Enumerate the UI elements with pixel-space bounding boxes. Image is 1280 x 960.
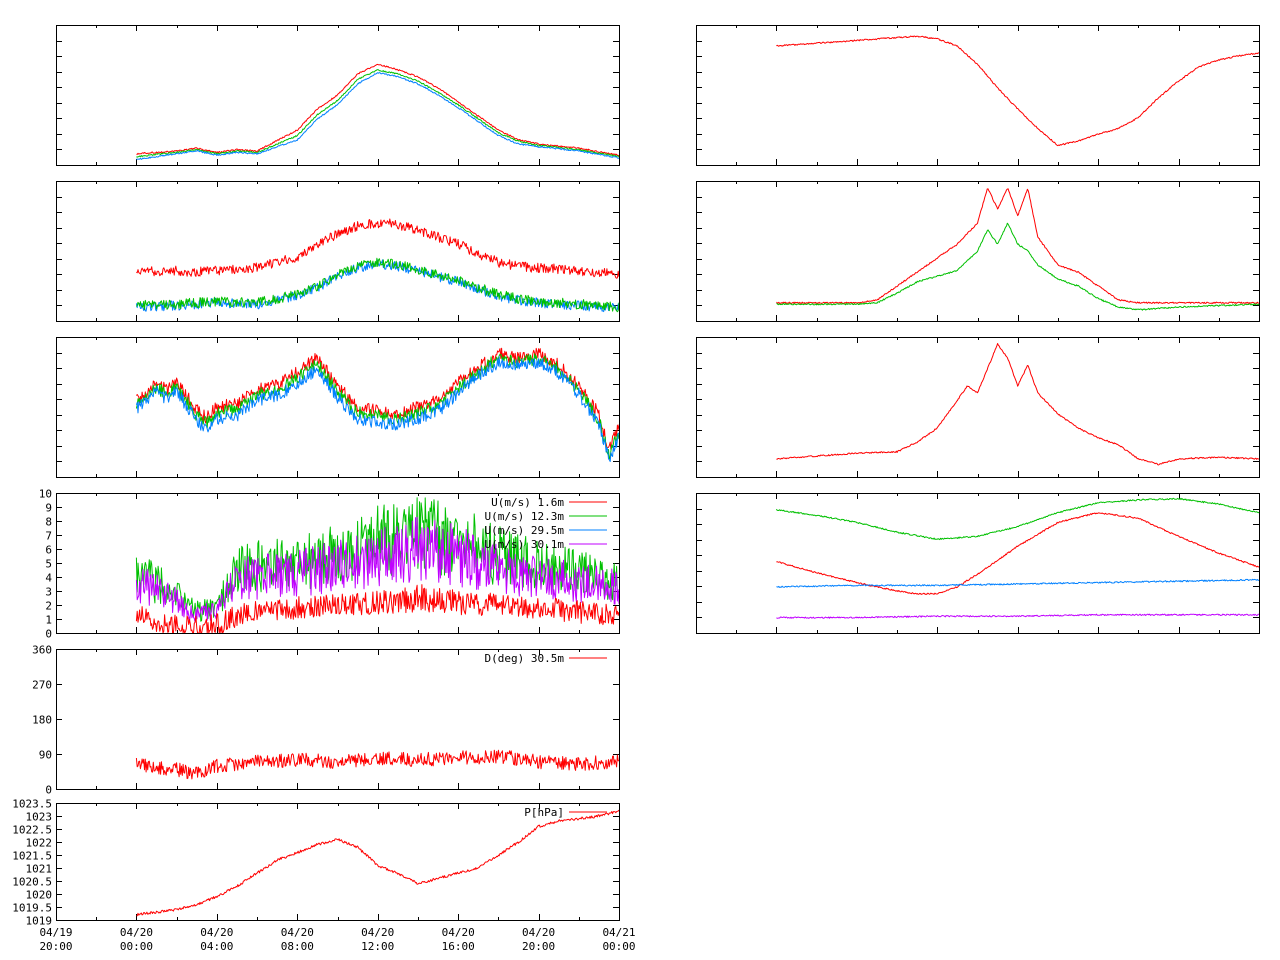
series-line-red [136, 809, 619, 917]
y-tick-label: 9 [45, 502, 52, 515]
series-line-red [776, 343, 1259, 466]
panel-p2 [56, 181, 620, 322]
y-tick-label: 1019 [26, 915, 53, 928]
y-tick-label: 0 [45, 628, 52, 641]
series-line-blue [776, 578, 1259, 588]
series-line-blue [136, 72, 619, 160]
series-line-green [136, 69, 619, 158]
series-line-red [776, 188, 1259, 304]
series-group [775, 497, 1259, 619]
series-line-purple [135, 516, 619, 623]
panel-p6: 10191019.510201020.510211021.510221022.5… [12, 798, 620, 928]
plot-frame [56, 803, 620, 921]
y-tick-label: 270 [32, 679, 52, 692]
y-tick-label: 1021 [26, 863, 53, 876]
panel-p1 [56, 25, 620, 166]
series-group [136, 809, 619, 917]
legend-label: U(m/s) 30.1m [485, 538, 565, 551]
series-group [135, 218, 619, 313]
series-line-green [135, 497, 619, 622]
series-group [776, 188, 1259, 311]
y-tick-label: 1 [45, 614, 52, 627]
y-tick-label: 10 [39, 488, 52, 501]
y-tick-label: 3 [45, 586, 52, 599]
y-tick-label: 1019.5 [12, 902, 52, 915]
x-axis-labels: 04/1920:0004/2000:0004/2004:0004/2008:00… [39, 926, 635, 953]
y-tick-label: 1020 [26, 889, 53, 902]
x-tick-date: 04/20 [522, 926, 555, 939]
series-line-red [136, 63, 619, 156]
series-line-green [775, 497, 1259, 541]
y-tick-label: 1022 [26, 837, 53, 850]
y-tick-label: 180 [32, 714, 52, 727]
x-tick-time: 20:00 [39, 940, 72, 953]
series-group [135, 497, 619, 633]
x-tick-date: 04/21 [602, 926, 635, 939]
x-tick-time: 20:00 [522, 940, 555, 953]
y-tick-label: 1020.5 [12, 876, 52, 889]
panel-p5: 0 90 180 270 360 D(deg) 30.5m [32, 644, 620, 797]
y-tick-label: 6 [45, 544, 52, 557]
y-tick-label: 5 [45, 558, 52, 571]
series-line-red [136, 218, 619, 279]
series-line-red [135, 584, 619, 633]
x-tick-time: 00:00 [602, 940, 635, 953]
series-line-red [776, 512, 1259, 595]
series-line-purple [776, 613, 1259, 619]
series-line-green [135, 257, 619, 313]
panel-r4 [696, 493, 1260, 634]
series-line-blue [135, 259, 619, 313]
legend-label: U(m/s) 12.3m [485, 510, 565, 523]
series-group [776, 343, 1259, 466]
y-tick-label: 8 [45, 516, 52, 529]
x-tick-date: 04/20 [361, 926, 394, 939]
plot-frame [696, 25, 1260, 166]
y-tick-label: 1023 [26, 811, 53, 824]
plot-frame [696, 337, 1260, 478]
x-tick-time: 16:00 [442, 940, 475, 953]
y-tick-label: 90 [39, 749, 52, 762]
y-tick-label: 1022.5 [12, 824, 52, 837]
y-tick-label: 2 [45, 600, 52, 613]
series-group [776, 35, 1259, 147]
x-tick-time: 08:00 [281, 940, 314, 953]
series-line-red [776, 35, 1259, 147]
x-tick-date: 04/20 [442, 926, 475, 939]
series-group [135, 749, 619, 780]
x-tick-date: 04/20 [281, 926, 314, 939]
x-tick-date: 04/19 [39, 926, 72, 939]
panel-p3 [56, 337, 620, 478]
y-tick-label: 1023.5 [12, 798, 52, 811]
series-group [136, 63, 619, 160]
panel-r2 [696, 181, 1260, 322]
x-tick-date: 04/20 [200, 926, 233, 939]
x-tick-date: 04/20 [120, 926, 153, 939]
panel-r3 [696, 337, 1260, 478]
panel-r1 [696, 25, 1260, 166]
x-tick-time: 04:00 [200, 940, 233, 953]
y-tick-label: 1021.5 [12, 850, 52, 863]
legend-label: U(m/s) 29.5m [485, 524, 565, 537]
legend-label: D(deg) 30.5m [485, 652, 565, 665]
series-line-red [135, 749, 619, 780]
y-tick-label: 4 [45, 572, 52, 585]
plot-frame [56, 25, 620, 166]
y-tick-label: 7 [45, 530, 52, 543]
series-line-blue [135, 356, 619, 462]
x-tick-time: 00:00 [120, 940, 153, 953]
series-line-green [776, 222, 1259, 311]
series-line-red [135, 347, 619, 451]
legend-label: U(m/s) 1.6m [491, 496, 564, 509]
y-tick-label: 0 [45, 784, 52, 797]
y-tick-label: 360 [32, 644, 52, 657]
legend-label: P[hPa] [524, 806, 564, 819]
x-tick-time: 12:00 [361, 940, 394, 953]
series-group [135, 347, 619, 462]
